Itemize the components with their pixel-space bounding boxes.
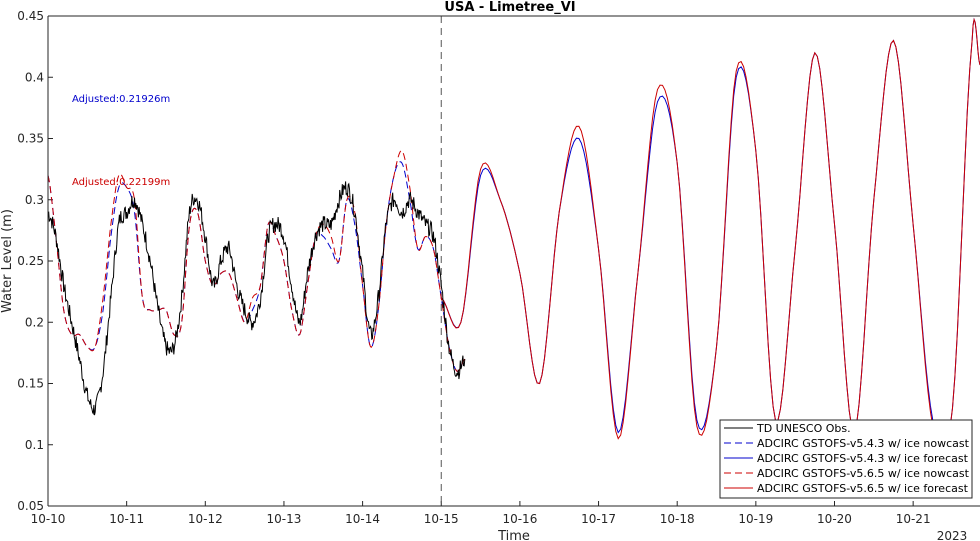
x-tick-label: 10-14 — [345, 512, 380, 526]
y-axis-label: Water Level (m) — [0, 209, 15, 313]
y-tick-label: 0.1 — [25, 438, 44, 452]
x-tick-label: 10-11 — [109, 512, 144, 526]
series-line-1 — [47, 161, 466, 372]
x-tick-label: 10-13 — [267, 512, 302, 526]
x-tick-label: 10-10 — [31, 512, 66, 526]
x-tick-label: 10-16 — [502, 512, 537, 526]
series-line-3 — [47, 150, 466, 372]
legend-label-v543-forecast: ADCIRC GSTOFS-v5.4.3 w/ ice forecast — [757, 452, 969, 465]
y-tick-label: 0.2 — [25, 315, 44, 329]
y-tick-label: 0.35 — [17, 132, 44, 146]
legend-label-v565-nowcast: ADCIRC GSTOFS-v5.6.5 w/ ice nowcast — [757, 467, 970, 480]
legend-label-v543-nowcast: ADCIRC GSTOFS-v5.4.3 w/ ice nowcast — [757, 437, 970, 450]
y-tick-label: 0.3 — [25, 193, 44, 207]
x-tick-label: 10-20 — [817, 512, 852, 526]
legend-label-obs: TD UNESCO Obs. — [756, 422, 851, 435]
y-axis-ticks: 0.05 0.1 0.15 0.2 0.25 0.3 0.35 0.4 0.45 — [17, 9, 53, 513]
x-tick-label: 10-18 — [660, 512, 695, 526]
legend: TD UNESCO Obs. ADCIRC GSTOFS-v5.4.3 w/ i… — [719, 419, 973, 499]
legend-label-v565-forecast: ADCIRC GSTOFS-v5.6.5 w/ ice forecast — [757, 482, 969, 495]
series-layer — [47, 17, 980, 454]
x-tick-label: 10-19 — [738, 512, 773, 526]
year-label: 2023 — [937, 529, 968, 541]
x-tick-label: 10-12 — [188, 512, 223, 526]
annotation-adjusted-red: Adjusted:0.22199m — [72, 177, 170, 188]
series-line-0 — [47, 181, 466, 416]
y-tick-label: 0.25 — [17, 254, 44, 268]
y-tick-label: 0.15 — [17, 377, 44, 391]
chart-title: USA - Limetree_VI — [444, 0, 575, 15]
y-tick-label: 0.45 — [17, 9, 44, 23]
x-tick-label: 10-17 — [581, 512, 616, 526]
y-tick-label: 0.4 — [25, 70, 44, 84]
x-tick-label: 10-21 — [896, 512, 931, 526]
legend-box — [719, 419, 973, 499]
x-tick-label: 10-15 — [424, 512, 459, 526]
annotation-adjusted-blue: Adjusted:0.21926m — [72, 94, 170, 105]
x-axis-label: Time — [497, 529, 530, 541]
series-line-4 — [440, 17, 980, 454]
x-axis-ticks: 10-10 10-11 10-12 10-13 10-14 10-15 10-16 10-17… — [31, 501, 931, 526]
y-tick-label: 0.05 — [17, 499, 44, 513]
